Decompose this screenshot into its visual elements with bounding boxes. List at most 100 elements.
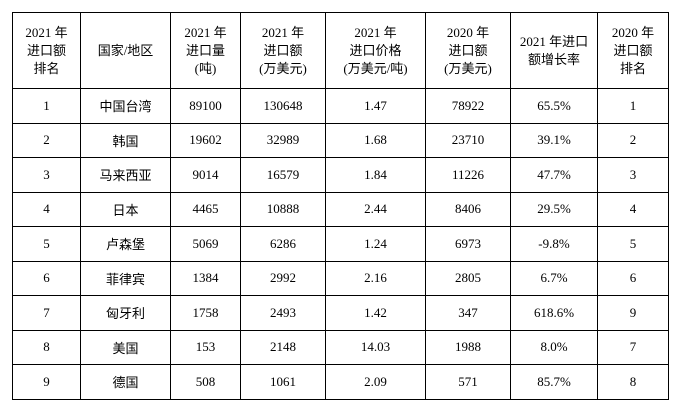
table-cell: 2805 xyxy=(425,260,511,296)
table-cell: 2.09 xyxy=(325,364,426,400)
header-cell: 2020 年进口额 (万美元) xyxy=(425,12,511,89)
table-cell: 7 xyxy=(597,329,669,365)
table-cell: 130648 xyxy=(240,88,326,124)
table-cell: 8 xyxy=(12,329,81,365)
header-text: 进口价格 xyxy=(349,42,402,58)
table-cell: 2148 xyxy=(240,329,326,365)
table-cell: 32989 xyxy=(240,122,326,158)
header-text: 2021 年 xyxy=(25,24,68,40)
table-row: 8 美国 153 2148 14.03 1988 8.0% 7 xyxy=(12,329,669,365)
table-cell: 6 xyxy=(12,260,81,296)
data-table: 2021 年进口额 排名 国家/地区 2021 年进口量 (吨) 2021 年进口额 (万美… xyxy=(12,12,669,400)
table-cell: 1061 xyxy=(240,364,326,400)
table-cell: 1384 xyxy=(170,260,241,296)
table-cell: 85.7% xyxy=(510,364,598,400)
table-cell: 10888 xyxy=(240,191,326,227)
table-cell: 78922 xyxy=(425,88,511,124)
table-cell: 美国 xyxy=(80,329,171,365)
header-text: 2021 年 xyxy=(261,24,305,40)
table-cell: 德国 xyxy=(80,364,171,400)
header-text: (万美元/吨) xyxy=(343,60,408,76)
header-cell: 2021 年进口额 排名 xyxy=(12,12,81,89)
table-cell: 508 xyxy=(170,364,241,400)
header-cell: 国家/地区 xyxy=(80,12,171,89)
table-cell: 中国台湾 xyxy=(80,88,171,124)
table-cell: 39.1% xyxy=(510,122,598,158)
table-cell: 2.44 xyxy=(325,191,426,227)
table-cell: 6.7% xyxy=(510,260,598,296)
table-cell: 19602 xyxy=(170,122,241,158)
table-cell: 6286 xyxy=(240,226,326,262)
table-cell: 1 xyxy=(597,88,669,124)
table-cell: 1 xyxy=(12,88,81,124)
header-text: 排名 xyxy=(619,60,646,76)
table-cell: 29.5% xyxy=(510,191,598,227)
table-cell: 4465 xyxy=(170,191,241,227)
header-text: 进口额 xyxy=(613,42,653,58)
table-cell: 2992 xyxy=(240,260,326,296)
header-text: (万美元) xyxy=(444,60,492,76)
header-text: 进口额 xyxy=(448,42,488,58)
table-cell: 3 xyxy=(597,157,669,193)
header-row: 2021 年进口额 排名 国家/地区 2021 年进口量 (吨) 2021 年进口额 (万美… xyxy=(12,12,669,89)
table-row: 3 马来西亚 9014 16579 1.84 11226 47.7% 3 xyxy=(12,157,669,193)
header-cell: 2021 年进口 额增长率 xyxy=(510,12,598,89)
header-text: 2021 年 xyxy=(184,24,227,40)
table-cell: 马来西亚 xyxy=(80,157,171,193)
table-cell: 1.68 xyxy=(325,122,426,158)
header-text: 额增长率 xyxy=(527,51,580,67)
table-cell: 1.42 xyxy=(325,295,426,331)
table-cell: 4 xyxy=(12,191,81,227)
table-cell: 韩国 xyxy=(80,122,171,158)
table-row: 2 韩国 19602 32989 1.68 23710 39.1% 2 xyxy=(12,122,669,158)
table-row: 4 日本 4465 10888 2.44 8406 29.5% 4 xyxy=(12,191,669,227)
header-text: 2021 年 xyxy=(354,24,397,40)
table-cell: 2 xyxy=(12,122,81,158)
table-body: 1 中国台湾 89100 130648 1.47 78922 65.5% 1 2 韩国 19602 3… xyxy=(12,88,669,400)
table-cell: 8406 xyxy=(425,191,511,227)
table-cell: 日本 xyxy=(80,191,171,227)
table-cell: 6 xyxy=(597,260,669,296)
table-cell: 菲律宾 xyxy=(80,260,171,296)
table-cell: 6973 xyxy=(425,226,511,262)
table-cell: 23710 xyxy=(425,122,511,158)
header-text: 排名 xyxy=(33,60,60,76)
table-cell: 卢森堡 xyxy=(80,226,171,262)
header-cell: 2021 年进口价格 (万美元/吨) xyxy=(325,12,426,89)
table-cell: 2.16 xyxy=(325,260,426,296)
table-row: 6 菲律宾 1384 2992 2.16 2805 6.7% 6 xyxy=(12,260,669,296)
table-cell: 9014 xyxy=(170,157,241,193)
header-text: 进口量 xyxy=(185,42,225,58)
table-cell: 16579 xyxy=(240,157,326,193)
table-cell: 65.5% xyxy=(510,88,598,124)
table-cell: 11226 xyxy=(425,157,511,193)
table-row: 1 中国台湾 89100 130648 1.47 78922 65.5% 1 xyxy=(12,88,669,124)
header-text: 2020 年 xyxy=(446,24,490,40)
header-text: (吨) xyxy=(194,60,217,76)
header-cell: 2020 年进口额排名 xyxy=(597,12,669,89)
table-cell: 47.7% xyxy=(510,157,598,193)
table-cell: 5 xyxy=(597,226,669,262)
table-row: 7 匈牙利 1758 2493 1.42 347 618.6% 9 xyxy=(12,295,669,331)
table-cell: 3 xyxy=(12,157,81,193)
table-cell: -9.8% xyxy=(510,226,598,262)
table-cell: 2 xyxy=(597,122,669,158)
table-cell: 618.6% xyxy=(510,295,598,331)
table-cell: 1.24 xyxy=(325,226,426,262)
table-cell: 8.0% xyxy=(510,329,598,365)
table-cell: 5 xyxy=(12,226,81,262)
table-cell: 9 xyxy=(12,364,81,400)
table-cell: 9 xyxy=(597,295,669,331)
header-text: (万美元) xyxy=(259,60,307,76)
header-text: 2020 年 xyxy=(611,24,655,40)
table-cell: 1758 xyxy=(170,295,241,331)
table-cell: 2493 xyxy=(240,295,326,331)
table-cell: 4 xyxy=(597,191,669,227)
table-cell: 8 xyxy=(597,364,669,400)
table-cell: 347 xyxy=(425,295,511,331)
table-cell: 14.03 xyxy=(325,329,426,365)
table-cell: 7 xyxy=(12,295,81,331)
table-cell: 1.84 xyxy=(325,157,426,193)
header-text: 2021 年进口 xyxy=(519,33,589,49)
table-cell: 571 xyxy=(425,364,511,400)
